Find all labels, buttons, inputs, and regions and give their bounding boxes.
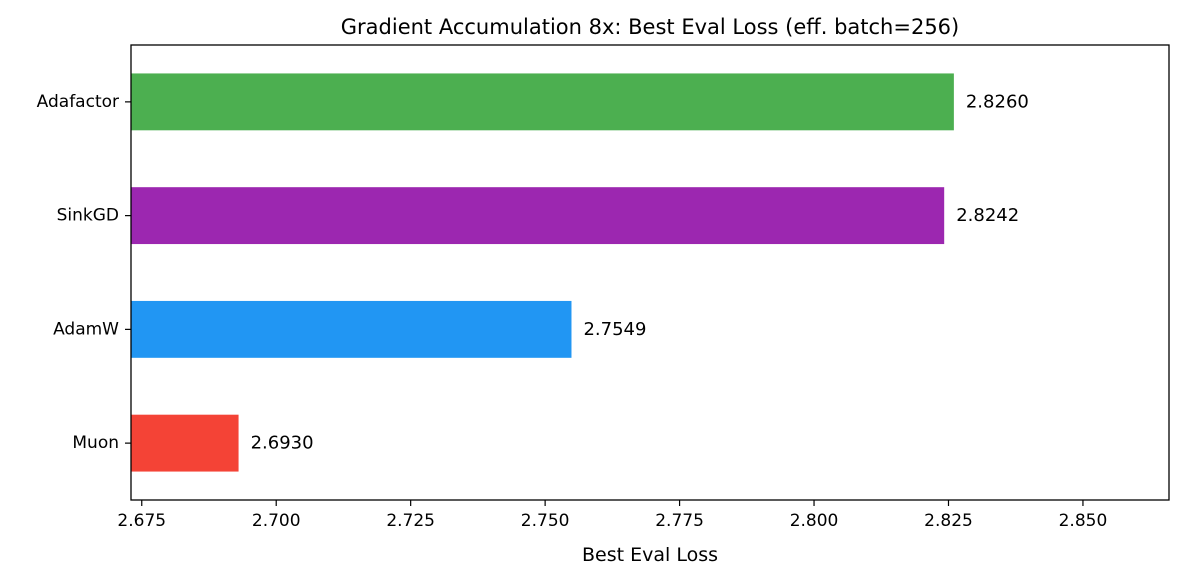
bars-layer bbox=[131, 73, 954, 472]
data-label-muon: 2.6930 bbox=[251, 433, 314, 454]
x-tick-label: 2.800 bbox=[790, 511, 839, 531]
bar-muon bbox=[131, 414, 239, 472]
x-tick-label: 2.750 bbox=[521, 511, 570, 531]
y-tick-label-adamw: AdamW bbox=[53, 319, 119, 339]
data-label-sinkgd: 2.8242 bbox=[956, 205, 1019, 226]
data-labels-layer: 2.6930 2.7549 2.8242 2.8260 bbox=[251, 91, 1029, 453]
data-label-adafactor: 2.8260 bbox=[966, 91, 1029, 112]
x-tick-label: 2.675 bbox=[117, 511, 166, 531]
x-axis-ticks: 2.675 2.700 2.725 2.750 2.775 2.800 2.825 2.850 bbox=[117, 500, 1107, 531]
data-label-adamw: 2.7549 bbox=[583, 319, 646, 340]
y-axis-ticks: Muon AdamW SinkGD Adafactor bbox=[37, 92, 131, 453]
bar-adafactor bbox=[131, 73, 954, 131]
x-tick-label: 2.825 bbox=[924, 511, 973, 531]
bar-sinkgd bbox=[131, 187, 945, 245]
x-tick-label: 2.725 bbox=[386, 511, 435, 531]
x-tick-label: 2.700 bbox=[252, 511, 301, 531]
y-tick-label-sinkgd: SinkGD bbox=[57, 206, 119, 226]
x-tick-label: 2.775 bbox=[655, 511, 704, 531]
x-tick-label: 2.850 bbox=[1059, 511, 1108, 531]
y-tick-label-muon: Muon bbox=[72, 433, 119, 453]
plot-frame bbox=[130, 44, 1170, 501]
bar-adamw bbox=[131, 300, 572, 358]
chart-title: Gradient Accumulation 8x: Best Eval Loss… bbox=[341, 15, 959, 39]
y-tick-label-adafactor: Adafactor bbox=[37, 92, 119, 112]
x-axis-label: Best Eval Loss bbox=[582, 544, 718, 566]
